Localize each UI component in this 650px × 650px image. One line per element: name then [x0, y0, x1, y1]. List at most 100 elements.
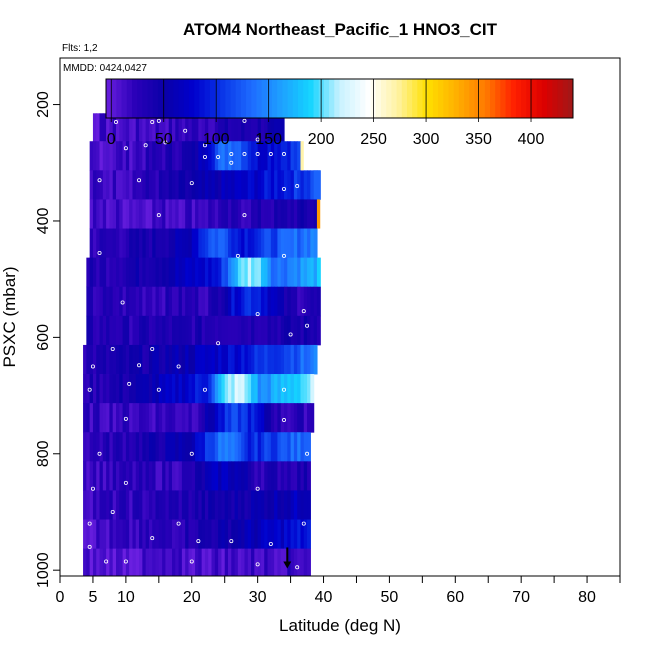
sample-point — [242, 118, 247, 123]
colorbar-segment — [438, 79, 444, 118]
heatmap-cell — [254, 344, 259, 375]
heatmap-cell — [112, 141, 117, 171]
heatmap-cell — [310, 403, 315, 433]
heatmap-cell — [181, 141, 186, 171]
heatmap-cell — [112, 113, 117, 142]
heatmap-cell — [211, 141, 216, 171]
heatmap-cell — [264, 170, 269, 200]
heatmap-cell — [316, 257, 321, 288]
colorbar-segment — [308, 79, 315, 118]
heatmap-cell — [152, 432, 157, 462]
heatmap-cell — [224, 315, 229, 346]
heatmap-cell — [257, 490, 262, 520]
heatmap-cell — [260, 228, 265, 259]
heatmap-cell — [155, 257, 160, 288]
heatmap-cell — [297, 170, 302, 200]
heatmap-cell — [228, 170, 232, 200]
colorbar-segment — [391, 79, 398, 118]
heatmap-cell — [148, 461, 153, 491]
heatmap-cell — [145, 286, 150, 317]
heatmap-cell — [145, 199, 150, 229]
heatmap-cell — [102, 199, 107, 229]
heatmap-cell — [277, 548, 282, 576]
heatmap-cell — [313, 257, 318, 288]
heatmap-cell — [260, 315, 265, 346]
x-tick-label: 40 — [315, 589, 333, 606]
plot-frame — [59, 57, 621, 577]
sample-point — [150, 536, 155, 541]
heatmap-cell — [99, 113, 104, 142]
heatmap-cell — [178, 344, 183, 375]
heatmap-cell — [277, 432, 282, 462]
heatmap-cell — [201, 490, 206, 520]
heatmap-cell — [122, 286, 127, 317]
heatmap-cell — [293, 141, 298, 171]
heatmap-cell — [122, 257, 127, 288]
heatmap-cell — [274, 170, 279, 200]
colorbar-segment — [412, 79, 418, 118]
heatmap-cell — [172, 374, 176, 404]
heatmap-cell — [129, 432, 134, 462]
heatmap-cell — [89, 432, 94, 462]
heatmap-cell — [293, 548, 298, 576]
heatmap-cell — [106, 403, 111, 433]
heatmap-cell — [92, 141, 97, 171]
colorbar-segment — [282, 79, 289, 118]
heatmap-cell — [280, 548, 285, 576]
heatmap-cell — [165, 432, 170, 462]
heatmap-cell — [188, 374, 193, 404]
heatmap-cell — [129, 257, 134, 288]
heatmap-cell — [224, 141, 229, 171]
heatmap-cell — [162, 490, 167, 520]
heatmap-cell — [195, 199, 199, 229]
sample-point — [255, 137, 260, 142]
heatmap-cell — [287, 461, 292, 491]
heatmap-cell — [106, 199, 111, 229]
heatmap-cell — [231, 170, 236, 200]
heatmap-cell — [172, 548, 176, 576]
heatmap-cell — [165, 548, 170, 576]
heatmap-cell — [293, 344, 298, 375]
heatmap-cell — [152, 228, 157, 259]
heatmap-cell — [139, 519, 143, 550]
heatmap-cell — [224, 344, 229, 375]
heatmap-cell — [129, 228, 134, 259]
heatmap-cell — [307, 519, 311, 550]
heatmap-cell — [244, 228, 249, 259]
heatmap-cell — [284, 461, 288, 491]
heatmap-cell — [307, 315, 311, 346]
heatmap-cell — [221, 461, 226, 491]
heatmap-cell — [178, 257, 183, 288]
sample-point — [110, 509, 115, 514]
sample-point — [281, 418, 286, 423]
heatmap-cell — [168, 315, 173, 346]
heatmap-cell — [244, 490, 249, 520]
heatmap-cell — [129, 113, 134, 142]
heatmap-cell — [300, 199, 305, 229]
heatmap-cell — [165, 228, 170, 259]
heatmap-cell — [234, 199, 239, 229]
heatmap-cell — [148, 374, 153, 404]
heatmap-cell — [228, 461, 232, 491]
heatmap-cell — [303, 199, 308, 229]
heatmap-cell — [96, 228, 101, 259]
heatmap-cell — [277, 403, 282, 433]
heatmap-cell — [178, 374, 183, 404]
sample-point — [176, 521, 181, 526]
heatmap-cell — [270, 315, 275, 346]
sample-point — [110, 347, 115, 352]
heatmap-cell — [145, 403, 150, 433]
y-tick-label: 200 — [35, 91, 52, 118]
heatmap-cell — [112, 519, 117, 550]
heatmap-cell — [257, 344, 262, 375]
heatmap-cell — [247, 315, 252, 346]
heatmap-cell — [300, 315, 305, 346]
heatmap-cell — [270, 461, 275, 491]
heatmap-cell — [277, 228, 282, 259]
heatmap-cell — [234, 490, 239, 520]
heatmap-cell — [284, 432, 288, 462]
heatmap-cell — [247, 374, 252, 404]
heatmap-cell — [116, 461, 120, 491]
heatmap-cell — [112, 170, 117, 200]
